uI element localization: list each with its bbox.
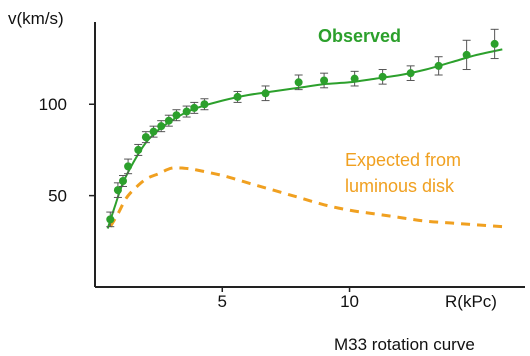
x-axis-label: R(kPc) [445,292,497,311]
expected-series-line [108,166,503,229]
observed-data-point [113,182,122,198]
observed-data-point [134,143,143,156]
observed-data-point [294,74,303,91]
observed-data-point [149,125,158,138]
observed-data-point [490,28,499,60]
observed-point-marker [149,127,158,136]
observed-point-marker [378,72,387,81]
observed-point-marker [134,145,143,154]
observed-point-marker [164,116,173,125]
observed-data-point [157,120,166,133]
observed-data-point [124,158,133,175]
observed-data-point [119,175,127,187]
observed-data-point [233,90,242,103]
observed-data-point [406,65,415,81]
y-ticks: 50 100 [39,95,95,206]
observed-data-point [434,56,443,76]
x-tick-label: 5 [218,292,227,311]
observed-point-marker [157,122,166,131]
observed-data-point [182,105,191,118]
observed-series-label: Observed [318,26,401,46]
observed-point-marker [350,74,359,83]
observed-data-point [200,98,209,111]
observed-point-marker [190,103,199,112]
observed-point-marker [233,92,242,101]
y-tick-label: 100 [39,95,67,114]
x-tick-label: 10 [340,292,359,311]
observed-point-marker [106,215,115,224]
observed-data-point [106,211,115,228]
observed-point-marker [490,39,499,48]
observed-data-point [190,101,199,114]
observed-point-marker [462,50,471,59]
observed-fit-line [106,48,503,229]
observed-point-marker [124,162,133,171]
expected-series-label-line2: luminous disk [345,176,455,196]
observed-point-marker [434,61,443,70]
observed-data-point [350,70,359,87]
observed-data-point [462,39,471,71]
observed-data-point [261,85,270,102]
observed-point-marker [200,100,209,109]
observed-data-point [320,72,329,89]
observed-data-point [141,131,150,144]
y-tick-label: 50 [48,187,67,206]
x-ticks: 5 10 [218,287,359,311]
observed-point-marker [113,186,122,195]
observed-point-marker [406,69,415,78]
observed-point-marker [141,133,150,142]
observed-point-marker [320,76,329,85]
observed-point-marker [294,78,303,87]
observed-point-marker [261,89,270,98]
observed-data-point [378,69,387,85]
chart-caption: M33 rotation curve [334,335,475,354]
observed-point-marker [172,111,181,120]
observed-point-marker [182,107,191,116]
observed-points [106,28,499,228]
observed-data-point [172,109,181,122]
observed-point-marker [119,177,127,185]
expected-series-label-line1: Expected from [345,150,461,170]
y-axis-label: v(km/s) [8,9,64,28]
observed-data-point [164,114,173,127]
